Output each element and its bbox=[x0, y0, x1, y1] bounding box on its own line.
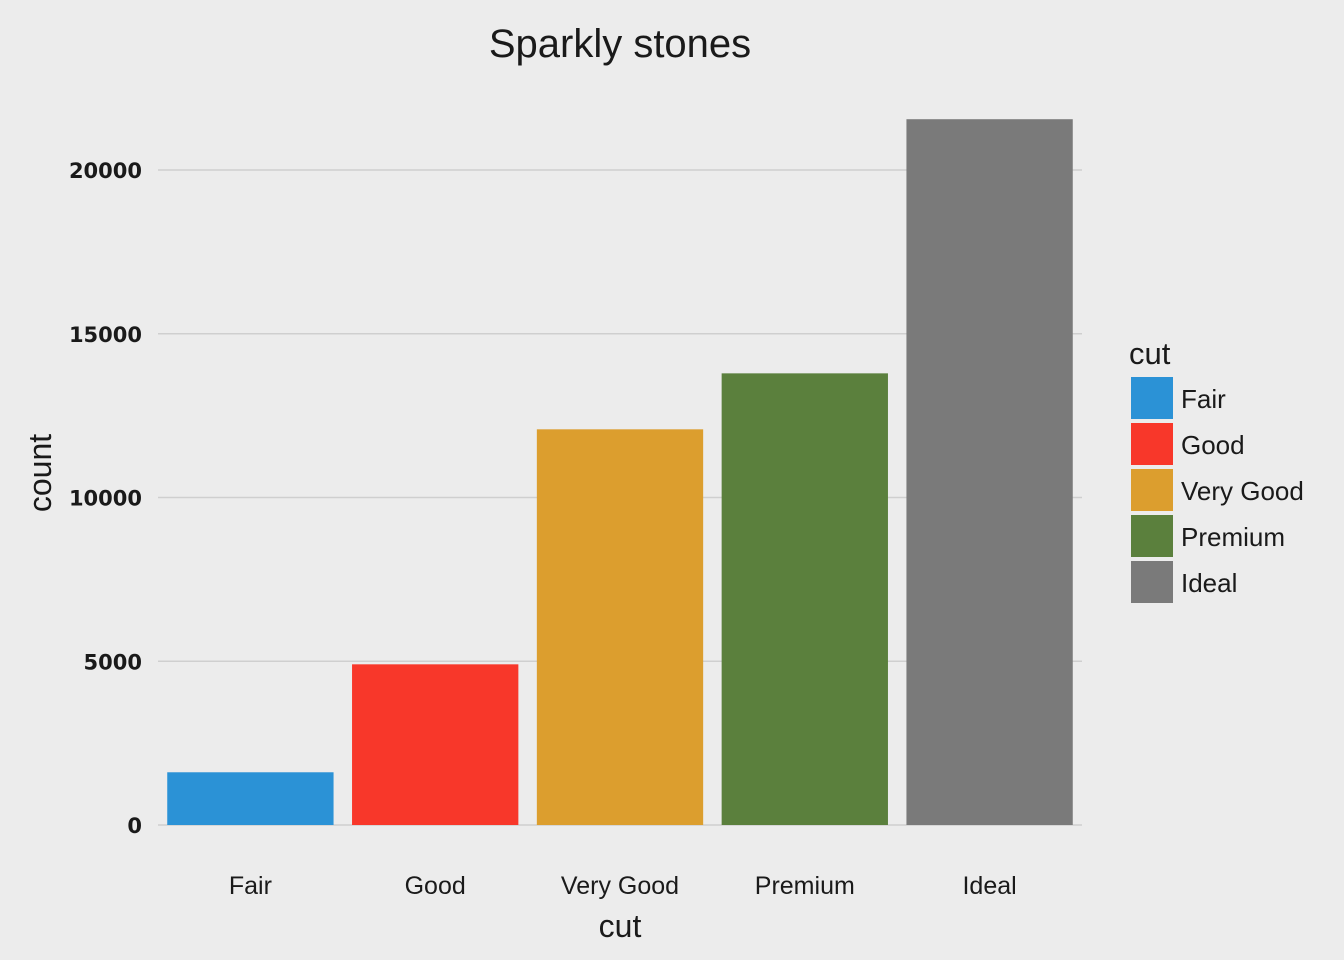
legend-label: Fair bbox=[1181, 384, 1226, 414]
legend-swatch bbox=[1131, 515, 1173, 557]
legend-items: Fair Good Very Good Premium Ideal bbox=[1131, 377, 1304, 603]
chart-title: Sparkly stones bbox=[489, 22, 751, 66]
legend-swatch bbox=[1131, 469, 1173, 511]
bar-premium bbox=[721, 373, 888, 825]
x-tick-label: Good bbox=[405, 872, 466, 900]
y-tick-label: 20000 bbox=[69, 159, 142, 183]
bar-ideal bbox=[906, 119, 1073, 825]
x-axis-title: cut bbox=[599, 908, 642, 944]
y-axis-title: count bbox=[22, 434, 58, 512]
legend-swatch bbox=[1131, 561, 1173, 603]
x-tick-label: Very Good bbox=[561, 872, 679, 900]
legend-title: cut bbox=[1129, 336, 1171, 371]
x-tick-labels: Fair Good Very Good Premium Ideal bbox=[229, 872, 1017, 900]
x-tick-label: Premium bbox=[755, 872, 855, 900]
legend-label: Premium bbox=[1181, 522, 1285, 552]
bar-very-good bbox=[536, 429, 704, 825]
y-tick-label: 15000 bbox=[69, 323, 142, 347]
bar-good bbox=[352, 664, 519, 825]
legend: cut Fair Good Very Good Premium Ideal bbox=[1129, 336, 1304, 603]
y-tick-label: 10000 bbox=[69, 487, 142, 511]
y-tick-label: 5000 bbox=[84, 650, 142, 674]
legend-label: Good bbox=[1181, 430, 1245, 460]
y-tick-labels: 0 5000 10000 15000 20000 bbox=[69, 159, 142, 838]
legend-swatch bbox=[1131, 423, 1173, 465]
x-tick-label: Ideal bbox=[962, 872, 1016, 900]
legend-swatch bbox=[1131, 377, 1173, 419]
legend-label: Very Good bbox=[1181, 476, 1304, 506]
bar-fair bbox=[167, 772, 334, 825]
x-tick-label: Fair bbox=[229, 872, 272, 900]
y-tick-label: 0 bbox=[127, 814, 142, 838]
bars bbox=[167, 119, 1073, 825]
legend-label: Ideal bbox=[1181, 568, 1237, 598]
